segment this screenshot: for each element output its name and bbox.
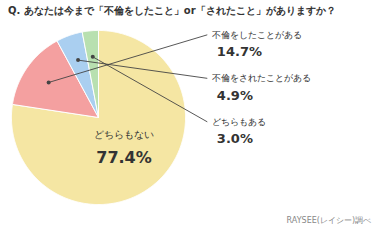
svg-text:4.9%: 4.9% [217,88,253,103]
svg-text:3.0%: 3.0% [217,131,253,146]
svg-text:不倫をしたことがある: 不倫をしたことがある [212,30,302,40]
html-text:Q. あなたは今まで「不倫をしたこと」or「されたこと」があ: Q. あなたは今まで「不倫をしたこと」or「されたこと」がありますか？ [8,5,336,16]
html-text:RAYSEE(レイシー)調べ: RAYSEE(レイシー)調べ [286,216,371,225]
svg-text:14.7%: 14.7% [217,44,262,59]
svg-text:77.4%: 77.4% [96,148,152,167]
svg-text:どちらもない: どちらもない [94,129,154,140]
svg-text:どちらもある: どちらもある [212,117,266,127]
svg-text:不倫をされたことがある: 不倫をされたことがある [212,73,311,83]
